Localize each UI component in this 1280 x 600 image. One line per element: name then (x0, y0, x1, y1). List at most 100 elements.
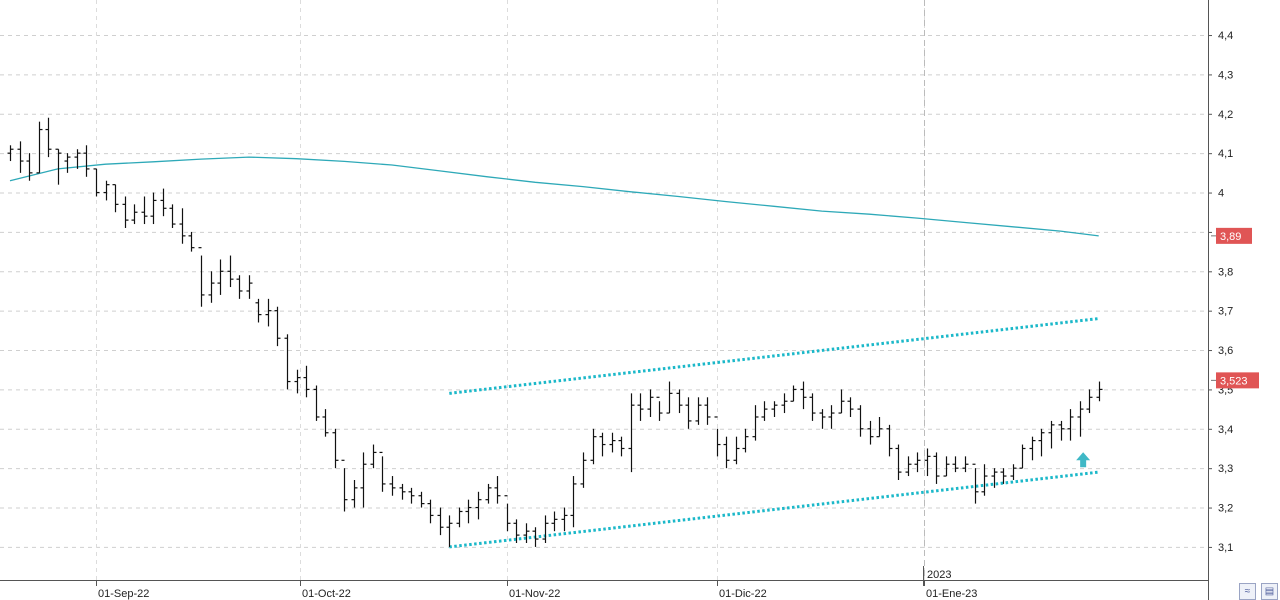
ohlc-bar (742, 428, 749, 453)
ohlc-bar (379, 451, 386, 492)
ohlc-bar (360, 452, 367, 508)
ohlc-bar (733, 436, 740, 465)
ohlc-bar (131, 204, 138, 225)
x-tick-label: 01-Oct-22 (302, 588, 351, 600)
ohlc-bar (112, 184, 119, 213)
ohlc-bar (714, 416, 721, 457)
ohlc-bar (456, 507, 463, 528)
y-tick-label: 3,3 (1218, 463, 1233, 475)
ohlc-bar (284, 334, 291, 390)
ohlc-bar (265, 298, 272, 327)
arrow-up-icon (1076, 452, 1091, 468)
price-axis-bg (1208, 0, 1280, 600)
ohlc-bar (838, 389, 845, 414)
ohlc-bar (141, 196, 148, 225)
ohlc-bar (236, 275, 243, 299)
price-badge-label: 3,89 (1220, 231, 1241, 243)
ohlc-bar (1010, 464, 1017, 480)
ohlc-bar (389, 476, 396, 496)
ohlc-bar (217, 259, 224, 295)
ohlc-bar (399, 483, 406, 500)
trend-channel (449, 317, 1099, 549)
ohlc-bar (695, 397, 702, 425)
ohlc-bar (637, 393, 644, 421)
y-tick-label: 3,7 (1218, 306, 1233, 318)
ohlc-bar (485, 483, 492, 504)
ohlc-bar (274, 306, 281, 347)
ohlc-bar (723, 436, 730, 469)
price-badge (1216, 372, 1259, 389)
y-tick-label: 4,2 (1218, 109, 1233, 121)
moving-average-line (9, 156, 1099, 237)
ohlc-bar (437, 507, 444, 536)
ohlc-bar (628, 393, 635, 473)
ohlc-bar (962, 456, 969, 473)
ohlc-bar (933, 452, 940, 484)
ohlc-bar (532, 527, 539, 547)
ohlc-bar (322, 409, 329, 437)
ohlc-bar (504, 495, 511, 532)
ohlc-bar (45, 117, 52, 158)
y-tick-label: 4,3 (1218, 69, 1233, 81)
ohlc-bar (580, 452, 587, 488)
price-axis[interactable]: 3,13,23,33,43,53,63,73,83,944,14,24,34,4 (1208, 0, 1280, 600)
buy-signal (1076, 452, 1091, 468)
ohlc-bar (752, 405, 759, 441)
ohlc-bar (1077, 401, 1084, 437)
ohlc-bar (761, 401, 768, 421)
ohlc-bar (914, 452, 921, 473)
gridlines (0, 35, 1208, 548)
ohlc-bar (208, 271, 215, 303)
ohlc-bar (943, 456, 950, 477)
ohlc-bar (542, 515, 549, 543)
ohlc-bar (475, 491, 482, 520)
ohlc-bar (676, 389, 683, 414)
x-tick-label: 01-Sep-22 (98, 588, 149, 600)
y-tick-label: 3,2 (1218, 503, 1233, 515)
ohlc-bar (246, 275, 253, 299)
ohlc-bar (103, 180, 110, 201)
ohlc-bar (169, 204, 176, 228)
ohlc-bar (122, 196, 129, 228)
ohlc-bar (570, 476, 577, 528)
channel-line-lower (449, 470, 1099, 549)
y-tick-label: 3,1 (1218, 542, 1233, 554)
ohlc-bar (55, 148, 62, 185)
ohlc-bar (408, 487, 415, 504)
ohlc-bar (656, 396, 663, 421)
ohlc-bar (446, 515, 453, 547)
ohlc-bar (618, 436, 625, 457)
ohlc-bar (647, 389, 654, 417)
ohlc-bar (17, 141, 24, 173)
ohlc-bar (847, 397, 854, 417)
x-tick-label: 01-Nov-22 (509, 588, 560, 600)
x-tick-label: 01-Dic-22 (719, 588, 767, 600)
ohlc-bar (313, 385, 320, 421)
ohlc-bar (1038, 428, 1045, 457)
ohlc-bar (1048, 420, 1055, 449)
ohlc-bar (867, 420, 874, 445)
ohlc-bar (905, 456, 912, 477)
date-axis[interactable]: 01-Sep-22 01-Oct-22 01-Nov-22 01-Dic-22 01-E… (0, 0, 1208, 600)
y-tick-label: 4 (1218, 188, 1224, 200)
scroll-chevron-icon[interactable]: ≈ (1239, 583, 1256, 600)
ohlc-bar (227, 255, 234, 288)
ohlc-bar (666, 381, 673, 414)
y-tick-label: 4,1 (1218, 148, 1233, 160)
ohlc-bar (26, 153, 33, 181)
ohlc-bar (523, 523, 530, 543)
save-icon[interactable]: ▤ (1261, 583, 1278, 600)
ohlc-bar (351, 479, 358, 508)
date-axis-bg (0, 580, 1208, 600)
ohlc-bar (972, 463, 979, 504)
y-tick-label: 3,4 (1218, 424, 1233, 436)
ohlc-bar (160, 188, 167, 217)
ohlc-bar (590, 428, 597, 465)
ohlc-bar (685, 397, 692, 429)
ohlc-bar (93, 168, 100, 197)
ohlc-bar (7, 145, 14, 162)
ohlc-bar (551, 511, 558, 532)
ohlc-bar (886, 424, 893, 457)
y-tick-label: 3,8 (1218, 266, 1233, 278)
